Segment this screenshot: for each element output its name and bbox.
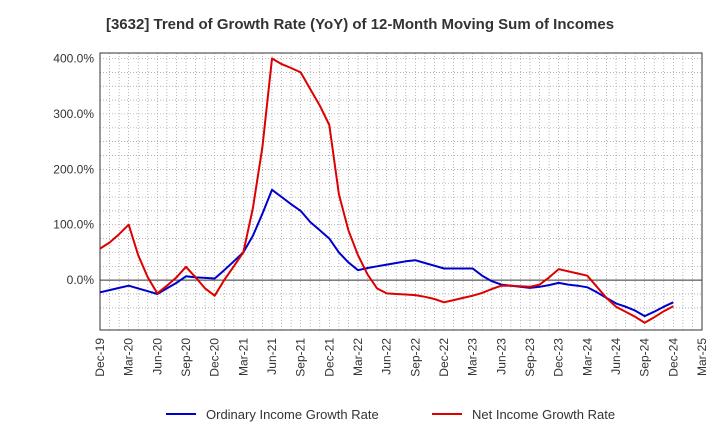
series-line-net-income	[99, 57, 674, 324]
legend: Ordinary Income Growth Rate Net Income Gr…	[166, 407, 615, 422]
x-tick-label: Mar-23	[466, 338, 480, 376]
x-tick-label: Jun-24	[609, 338, 623, 375]
x-tick-label: Dec-23	[552, 338, 566, 377]
y-tick-label: 300.0%	[53, 107, 94, 121]
y-tick-label: 100.0%	[53, 218, 94, 232]
x-tick-label: Dec-24	[666, 338, 680, 377]
x-tick-label: Sep-21	[294, 338, 308, 377]
series-line-ordinary-income	[99, 188, 674, 318]
y-tick-label: 200.0%	[53, 162, 94, 176]
x-tick-label: Dec-21	[322, 338, 336, 377]
x-tick-label: Sep-22	[408, 338, 422, 377]
x-tick-label: Mar-20	[122, 338, 136, 376]
y-tick-label: 0.0%	[67, 273, 95, 287]
x-tick-label: Jun-21	[265, 338, 279, 375]
x-tick-label: Sep-20	[179, 338, 193, 377]
x-tick-label: Mar-21	[236, 338, 250, 376]
chart-title: [3632] Trend of Growth Rate (YoY) of 12-…	[106, 16, 614, 33]
x-tick-label: Jun-22	[380, 338, 394, 375]
x-tick-label: Mar-24	[580, 338, 594, 376]
x-axis: Dec-19 Mar-20 Jun-20 Sep-20 Dec-20 Mar-21 Jun-…	[93, 338, 709, 377]
plot-area	[99, 52, 703, 331]
x-tick-label: Dec-22	[437, 338, 451, 377]
legend-label: Net Income Growth Rate	[472, 407, 615, 422]
x-tick-label: Dec-19	[93, 338, 107, 377]
x-tick-label: Mar-25	[695, 338, 709, 376]
x-tick-label: Mar-22	[351, 338, 365, 376]
x-tick-label: Dec-20	[208, 338, 222, 377]
y-tick-label: 400.0%	[53, 52, 94, 66]
y-axis: 400.0% 300.0% 200.0% 100.0% 0.0%	[53, 52, 94, 288]
x-tick-label: Jun-23	[494, 338, 508, 375]
legend-label: Ordinary Income Growth Rate	[206, 407, 379, 422]
series-layer	[99, 57, 674, 324]
x-tick-label: Sep-23	[523, 338, 537, 377]
grid	[99, 53, 703, 330]
x-tick-label: Sep-24	[638, 338, 652, 377]
x-tick-label: Jun-20	[150, 338, 164, 375]
